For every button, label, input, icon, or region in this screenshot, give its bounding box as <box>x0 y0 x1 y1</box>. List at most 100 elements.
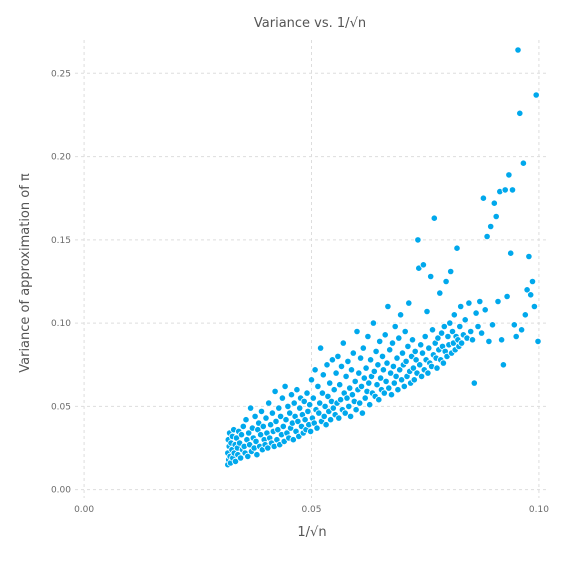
data-point <box>356 354 365 362</box>
data-point <box>424 369 432 377</box>
data-point <box>521 311 529 319</box>
data-point <box>322 421 330 429</box>
data-point <box>514 46 522 54</box>
chart-title: Variance vs. 1/√n <box>254 16 366 31</box>
data-point <box>378 352 387 360</box>
data-point <box>494 297 502 306</box>
data-point <box>290 399 298 407</box>
data-point <box>353 327 361 336</box>
data-point <box>357 382 366 390</box>
data-point <box>395 334 403 342</box>
data-point <box>272 417 280 425</box>
data-point <box>404 342 412 350</box>
data-point <box>393 354 401 362</box>
data-point <box>488 321 497 329</box>
data-point <box>497 336 506 344</box>
data-point <box>257 407 266 415</box>
data-point <box>374 361 382 369</box>
data-point <box>510 321 518 329</box>
data-point <box>287 391 296 399</box>
data-point <box>507 249 515 257</box>
data-points-layer <box>224 46 542 469</box>
data-point <box>278 394 286 402</box>
x-axis-label: 1/√n <box>297 525 326 540</box>
data-point <box>268 409 276 417</box>
data-point <box>239 422 247 430</box>
data-point <box>332 369 340 377</box>
data-point <box>252 437 260 445</box>
data-point <box>476 297 484 306</box>
data-point <box>405 299 413 307</box>
data-point <box>358 409 366 417</box>
data-point <box>349 349 357 357</box>
data-point <box>242 416 250 424</box>
data-point <box>391 322 399 331</box>
data-point <box>361 394 369 402</box>
data-point <box>457 302 465 311</box>
data-point <box>492 212 500 221</box>
x-tick-label: 0.05 <box>301 505 321 515</box>
data-point <box>320 412 328 420</box>
data-point <box>341 409 349 417</box>
data-point <box>326 379 334 387</box>
data-point <box>335 414 343 422</box>
data-point <box>251 412 259 420</box>
data-point <box>418 349 427 357</box>
data-point <box>379 366 387 374</box>
y-tick-label: 0.15 <box>51 236 71 246</box>
data-point <box>411 347 419 355</box>
x-tick-label: 0.10 <box>529 505 549 515</box>
data-point <box>408 336 417 344</box>
data-point <box>442 277 450 286</box>
data-point <box>456 322 464 331</box>
data-point <box>294 417 302 425</box>
data-point <box>434 334 442 342</box>
data-point <box>472 309 480 317</box>
data-point <box>430 214 438 222</box>
data-point <box>282 416 290 424</box>
data-point <box>342 372 350 380</box>
data-point <box>394 386 402 394</box>
x-tick-label: 0.00 <box>74 505 94 515</box>
data-point <box>253 451 261 459</box>
data-point <box>329 404 337 412</box>
data-point <box>525 252 533 261</box>
data-point <box>457 339 466 347</box>
data-point <box>318 389 326 397</box>
data-point <box>425 344 433 352</box>
data-point <box>265 399 273 407</box>
data-point <box>485 337 493 345</box>
data-point <box>383 359 391 367</box>
data-point <box>375 396 383 404</box>
data-point <box>345 402 353 410</box>
data-point <box>347 366 356 374</box>
data-point <box>309 394 317 402</box>
data-point <box>364 332 372 341</box>
data-point <box>390 379 398 387</box>
data-point <box>483 232 491 241</box>
data-point <box>330 386 338 394</box>
data-point <box>316 399 324 407</box>
data-point <box>400 382 408 390</box>
data-point <box>392 372 400 380</box>
data-point <box>421 332 429 341</box>
data-point <box>523 286 531 294</box>
data-point <box>477 329 486 337</box>
data-point <box>376 337 384 345</box>
data-point <box>380 389 388 397</box>
y-tick-label: 0.25 <box>51 69 71 79</box>
data-point <box>517 326 526 334</box>
data-point <box>315 409 323 417</box>
data-point <box>355 369 363 377</box>
data-point <box>301 416 309 424</box>
data-point <box>481 306 489 314</box>
data-point <box>417 341 425 349</box>
data-point <box>314 382 322 390</box>
data-point <box>402 357 410 365</box>
y-axis-label: Variance of approximation of π <box>18 173 33 373</box>
data-point <box>300 397 308 405</box>
data-point <box>401 327 409 336</box>
data-point <box>527 291 535 299</box>
data-point <box>439 359 447 367</box>
